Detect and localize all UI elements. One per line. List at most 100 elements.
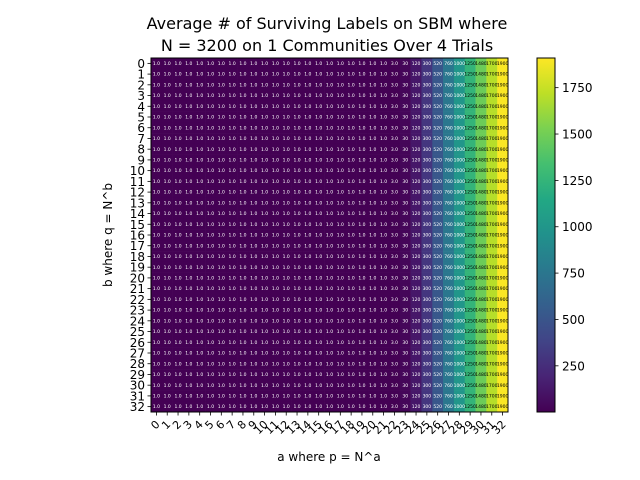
heatmap-cell-label: 1.0 <box>337 297 344 303</box>
heatmap-cell-label: 1.0 <box>196 147 203 153</box>
heatmap-cell-label: 1700 <box>486 93 498 99</box>
heatmap-cell <box>259 100 271 112</box>
heatmap-cell-label: 1.0 <box>261 394 268 400</box>
heatmap-cell <box>302 186 314 198</box>
heatmap-cell <box>443 379 455 391</box>
heatmap-cell <box>280 315 292 327</box>
heatmap-cell-label: 1.0 <box>380 200 387 206</box>
heatmap-cell <box>432 390 444 402</box>
heatmap-cell <box>215 240 228 252</box>
heatmap-cell <box>486 176 498 188</box>
heatmap-cell-label: 1.0 <box>250 383 257 389</box>
heatmap-cell <box>172 143 184 155</box>
heatmap-cell <box>161 283 173 295</box>
heatmap-cell <box>378 186 390 198</box>
heatmap-cell-label: 1700 <box>486 158 498 164</box>
heatmap-cell-label: 1.0 <box>326 190 333 196</box>
heatmap-cell-label: 3.0 <box>391 147 398 153</box>
heatmap-cell-label: 1.0 <box>196 254 203 260</box>
heatmap-cell <box>497 58 509 70</box>
heatmap-cell <box>172 58 184 70</box>
heatmap-cell <box>432 68 444 80</box>
heatmap-cell-label: 1.0 <box>185 82 192 88</box>
heatmap-cell-label: 1.0 <box>358 351 365 357</box>
heatmap-cell <box>183 379 195 391</box>
heatmap-cell-label: 1.0 <box>326 179 333 185</box>
heatmap-cell-label: 1.0 <box>283 297 290 303</box>
heatmap-cell <box>280 326 292 338</box>
heatmap-cell-label: 120 <box>412 351 421 357</box>
heatmap-cell-label: 1.0 <box>293 318 300 324</box>
heatmap-cell-label: 1.0 <box>218 351 225 357</box>
heatmap-cell <box>172 261 184 273</box>
heatmap-cell <box>464 390 476 402</box>
heatmap-cell <box>248 79 260 91</box>
heatmap-cell <box>248 133 260 145</box>
heatmap-cell <box>270 369 282 381</box>
heatmap-cell <box>215 68 228 80</box>
heatmap-cell <box>324 315 336 327</box>
heatmap-cell <box>399 294 411 306</box>
heatmap-cell-label: 300 <box>423 404 432 410</box>
heatmap-cell-label: 1.0 <box>207 286 214 292</box>
heatmap-cell <box>215 208 228 220</box>
heatmap-cell <box>378 272 390 284</box>
heatmap-cell-label: 1.0 <box>174 340 181 346</box>
heatmap-cell-label: 1.0 <box>358 158 365 164</box>
heatmap-cell-label: 1.0 <box>229 318 236 324</box>
heatmap-cell <box>161 347 173 359</box>
heatmap-cell-label: 1.0 <box>185 276 192 282</box>
heatmap-cell <box>345 90 357 102</box>
heatmap-cell <box>389 90 401 102</box>
heatmap-cell <box>486 315 498 327</box>
heatmap-cell-label: 1.0 <box>293 308 300 314</box>
heatmap-cell <box>410 68 422 80</box>
heatmap-cell-label: 760 <box>444 351 453 357</box>
heatmap-cell <box>486 68 498 80</box>
heatmap-cell-label: 1.0 <box>358 329 365 335</box>
heatmap-cell-label: 1.0 <box>261 233 268 239</box>
heatmap-cell <box>215 143 228 155</box>
heatmap-cell <box>302 68 314 80</box>
heatmap-cell <box>443 336 455 348</box>
heatmap-cell <box>378 401 390 413</box>
heatmap-cell <box>194 100 206 112</box>
heatmap-cell <box>421 58 433 70</box>
heatmap-cell <box>205 122 217 134</box>
heatmap-cell <box>259 251 271 263</box>
heatmap-cell <box>356 336 368 348</box>
heatmap-cell-label: 1.0 <box>261 211 268 217</box>
heatmap-cell-label: 1.0 <box>358 125 365 131</box>
heatmap-cell <box>183 197 195 209</box>
heatmap-cell-label: 1.0 <box>315 200 322 206</box>
heatmap-cell-label: 1.0 <box>315 158 322 164</box>
heatmap-cell <box>432 90 444 102</box>
heatmap-cell <box>453 261 466 273</box>
heatmap-cell-label: 1.0 <box>261 329 268 335</box>
heatmap-cell <box>421 240 433 252</box>
heatmap-cell <box>432 379 444 391</box>
heatmap-cell-label: 300 <box>423 115 432 121</box>
heatmap-cell-label: 1700 <box>486 329 498 335</box>
colorbar-tick-label: 250 <box>562 359 585 373</box>
heatmap-cell <box>378 122 390 134</box>
heatmap-cell-label: 300 <box>423 394 432 400</box>
heatmap-cell <box>367 165 379 177</box>
heatmap-cell-label: 1.0 <box>293 361 300 367</box>
heatmap-cell <box>259 283 271 295</box>
heatmap-cell-label: 1.0 <box>272 297 279 303</box>
heatmap-cell <box>378 229 390 241</box>
heatmap-cell <box>378 154 390 166</box>
heatmap-cell <box>421 111 433 123</box>
heatmap-cell-label: 1.0 <box>250 82 257 88</box>
heatmap-cell-label: 1.0 <box>283 93 290 99</box>
heatmap-cell <box>475 186 487 198</box>
heatmap-cell <box>443 165 455 177</box>
heatmap-cell-label: 1.0 <box>304 125 311 131</box>
heatmap-cell-label: 1480 <box>475 179 487 185</box>
heatmap-cell <box>475 79 487 91</box>
heatmap-cell-label: 1.0 <box>261 404 268 410</box>
heatmap-cell-label: 1.0 <box>196 361 203 367</box>
heatmap-cell-label: 520 <box>433 276 442 282</box>
heatmap-cell-label: 1.0 <box>250 104 257 110</box>
